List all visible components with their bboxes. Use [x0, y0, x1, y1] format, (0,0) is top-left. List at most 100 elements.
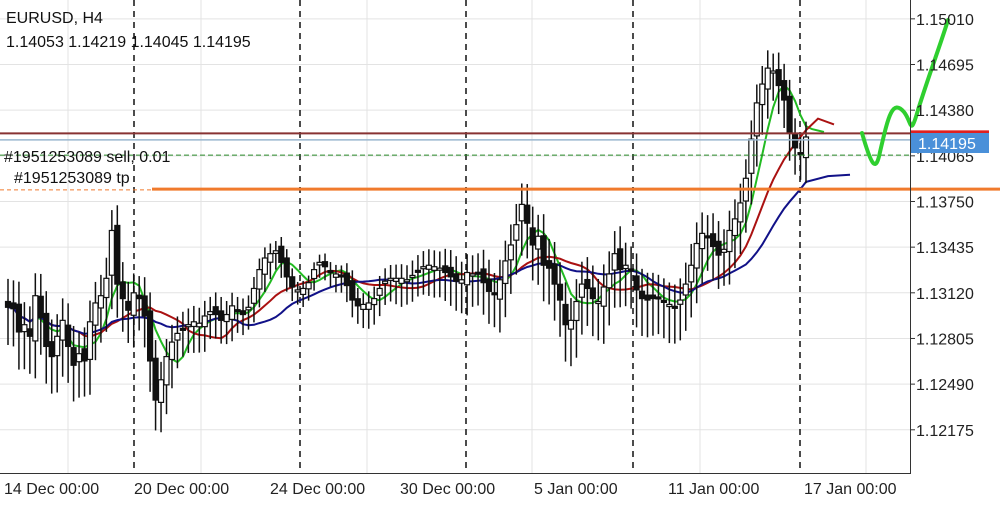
candle-body[interactable] — [431, 266, 438, 271]
candle-body[interactable] — [578, 283, 586, 298]
candle-body[interactable] — [37, 295, 44, 319]
candle-body[interactable] — [425, 264, 432, 270]
candle-body[interactable] — [261, 257, 268, 275]
candle-body[interactable] — [163, 355, 170, 386]
candle-body[interactable] — [540, 235, 547, 266]
candle-body[interactable] — [360, 303, 367, 310]
candle-body[interactable] — [283, 257, 290, 278]
candle-body[interactable] — [272, 250, 279, 255]
candle-body[interactable] — [332, 273, 340, 278]
candle-body[interactable] — [464, 271, 471, 286]
candle-body[interactable] — [157, 379, 165, 404]
candle-body[interactable] — [32, 295, 39, 342]
candle-body[interactable] — [737, 202, 744, 223]
candle-body[interactable] — [92, 302, 99, 326]
candle-body[interactable] — [218, 310, 225, 321]
candle-body[interactable] — [447, 266, 454, 278]
candle-body[interactable] — [644, 294, 651, 301]
candle-body[interactable] — [802, 136, 810, 159]
candle-body[interactable] — [546, 260, 553, 269]
candle-body[interactable] — [278, 245, 285, 263]
candle-body[interactable] — [786, 95, 793, 134]
candle-body[interactable] — [179, 327, 187, 331]
candle-body[interactable] — [48, 341, 55, 358]
candle-body[interactable] — [354, 298, 361, 307]
candle-body[interactable] — [409, 274, 416, 279]
candle-body[interactable] — [688, 264, 695, 283]
candle-body[interactable] — [529, 227, 536, 246]
candle-body[interactable] — [770, 70, 777, 74]
candle-body[interactable] — [474, 271, 482, 275]
candle-body[interactable] — [600, 286, 607, 307]
candle-body[interactable] — [638, 290, 646, 300]
candle-body[interactable] — [753, 102, 760, 137]
candle-body[interactable] — [567, 319, 575, 330]
candle-body[interactable] — [797, 152, 804, 156]
candle-body[interactable] — [491, 292, 498, 296]
candle-body[interactable] — [196, 322, 203, 328]
candle-body[interactable] — [86, 321, 94, 361]
candle-body[interactable] — [376, 287, 383, 296]
price-axis[interactable]: 1.15010 1.14695 1.14380 1.14065 1.13750 1.134… — [910, 12, 974, 440]
candle-body[interactable] — [338, 274, 345, 278]
candle-body[interactable] — [70, 347, 77, 366]
candle-body[interactable] — [97, 295, 105, 309]
candle-body[interactable] — [147, 310, 154, 362]
candle-body[interactable] — [239, 310, 247, 316]
candle-body[interactable] — [420, 266, 427, 270]
candle-body[interactable] — [21, 324, 28, 333]
candle-body[interactable] — [458, 279, 465, 284]
candle-body[interactable] — [289, 276, 296, 288]
candle-body[interactable] — [119, 281, 126, 300]
candle-body[interactable] — [480, 268, 487, 284]
candle-body[interactable] — [168, 341, 176, 361]
candle-body[interactable] — [212, 306, 219, 316]
candle-body[interactable] — [15, 303, 23, 333]
candle-body[interactable] — [365, 302, 372, 310]
candle-body[interactable] — [223, 313, 230, 323]
candle-body[interactable] — [759, 83, 766, 106]
candle-body[interactable] — [485, 278, 493, 292]
candle-body[interactable] — [715, 240, 722, 256]
candle-body[interactable] — [524, 204, 531, 224]
candle-body[interactable] — [611, 253, 618, 271]
candle-body[interactable] — [720, 248, 728, 253]
candle-body[interactable] — [256, 269, 263, 290]
candle-body[interactable] — [130, 292, 137, 316]
sell-order-label[interactable]: #1951253089 sell, 0.01 — [4, 149, 170, 166]
candle-body[interactable] — [316, 261, 323, 266]
candle-body[interactable] — [535, 235, 542, 250]
candle-body[interactable] — [136, 294, 143, 300]
candle-body[interactable] — [300, 287, 307, 296]
candle-body[interactable] — [442, 265, 449, 274]
candle-body[interactable] — [617, 248, 624, 271]
candle-body[interactable] — [496, 279, 504, 300]
price-levels[interactable] — [0, 130, 1000, 191]
candle-body[interactable] — [10, 302, 17, 310]
tp-order-label[interactable]: #1951253089 tp — [14, 170, 130, 187]
candle-body[interactable] — [693, 242, 700, 269]
candle-body[interactable] — [26, 328, 33, 337]
candle-body[interactable] — [174, 332, 181, 341]
candle-body[interactable] — [791, 133, 799, 149]
candle-body[interactable] — [114, 224, 121, 285]
candle-body[interactable] — [649, 294, 657, 300]
candle-body[interactable] — [748, 138, 755, 174]
candle-body[interactable] — [589, 287, 596, 300]
candle-body[interactable] — [622, 264, 629, 270]
candle-body[interactable] — [731, 218, 739, 237]
candle-body[interactable] — [704, 235, 711, 239]
candle-body[interactable] — [726, 229, 733, 253]
candle-body[interactable] — [453, 273, 460, 282]
candle-body[interactable] — [507, 244, 514, 261]
candle-body[interactable] — [502, 260, 509, 285]
candle-body[interactable] — [152, 357, 159, 401]
candle-body[interactable] — [781, 80, 788, 101]
candle-body[interactable] — [103, 277, 110, 299]
candle-body[interactable] — [190, 321, 197, 328]
candle-body[interactable] — [43, 312, 50, 348]
candle-body[interactable] — [201, 315, 208, 328]
candle-body[interactable] — [436, 267, 443, 271]
